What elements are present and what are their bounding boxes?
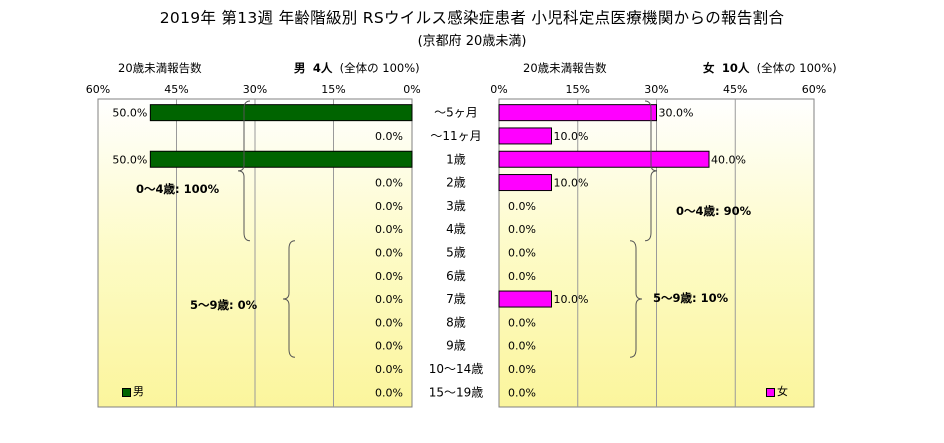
- female-count: 10人: [721, 61, 750, 75]
- male-group-brace: [282, 240, 296, 358]
- female-data-label: 10.0%: [554, 130, 589, 143]
- category-label: 5歳: [446, 245, 466, 259]
- category-label: 1歳: [446, 152, 466, 166]
- female-data-label: 0.0%: [508, 270, 536, 283]
- male-legend-swatch: [122, 387, 131, 397]
- category-label: 3歳: [446, 199, 466, 213]
- female-summary: 女 10人 (全体の 100%): [703, 60, 837, 76]
- female-tick-label: 15%: [566, 83, 590, 96]
- male-count-label: 20歳未満報告数: [118, 61, 202, 75]
- male-legend-label: 男: [133, 385, 144, 398]
- male-legend: 男: [122, 383, 144, 399]
- female-bar: [498, 104, 657, 122]
- male-tick-label: 15%: [321, 83, 345, 96]
- male-data-label: 0.0%: [375, 363, 403, 376]
- male-data-label: 50.0%: [112, 107, 147, 120]
- category-label: 15～19歳: [429, 385, 484, 399]
- female-bar: [498, 290, 552, 308]
- male-data-label: 0.0%: [375, 200, 403, 213]
- male-data-label: 0.0%: [375, 316, 403, 329]
- female-group-note: 0～4歳: 90%: [676, 204, 752, 218]
- male-bar: [149, 104, 413, 122]
- female-legend: 女: [766, 383, 788, 399]
- category-label: 9歳: [446, 339, 466, 353]
- female-data-label: 0.0%: [508, 200, 536, 213]
- female-data-label: 10.0%: [554, 293, 589, 306]
- female-data-label: 30.0%: [659, 107, 694, 120]
- male-data-label: 0.0%: [375, 246, 403, 259]
- category-label: 7歳: [446, 292, 466, 306]
- male-data-label: 0.0%: [375, 270, 403, 283]
- category-label: 6歳: [446, 269, 466, 283]
- female-data-label: 0.0%: [508, 223, 536, 236]
- chart-subtitle: (京都府 20歳未満): [417, 34, 527, 49]
- male-share: (全体の 100%): [339, 61, 420, 75]
- female-data-label: 10.0%: [554, 177, 589, 190]
- female-bar: [498, 174, 552, 192]
- male-data-label: 0.0%: [375, 177, 403, 190]
- male-data-label: 0.0%: [375, 386, 403, 399]
- female-data-label: 0.0%: [508, 363, 536, 376]
- female-bar: [498, 127, 552, 145]
- female-share: (全体の 100%): [756, 61, 837, 75]
- category-label: ～11ヶ月: [430, 129, 481, 143]
- female-legend-swatch: [766, 387, 775, 397]
- female-group-note: 5～9歳: 10%: [653, 291, 729, 305]
- male-group-note: 0～4歳: 100%: [136, 182, 220, 196]
- female-data-label: 40.0%: [711, 153, 746, 166]
- female-legend-label: 女: [777, 385, 788, 398]
- category-label: 4歳: [446, 222, 466, 236]
- category-label: ～5ヶ月: [434, 106, 478, 120]
- female-data-label: 0.0%: [508, 386, 536, 399]
- male-tick-label: 60%: [86, 83, 110, 96]
- female-data-label: 0.0%: [508, 246, 536, 259]
- male-data-label: 0.0%: [375, 223, 403, 236]
- category-label: 10～14歳: [429, 362, 484, 376]
- category-label: 2歳: [446, 176, 466, 190]
- male-data-label: 50.0%: [112, 153, 147, 166]
- male-count: 4人: [312, 61, 333, 75]
- chart-title: 2019年 第13週 年齢階級別 RSウイルス感染症患者 小児科定点医療機関から…: [159, 9, 785, 27]
- male-tick-label: 45%: [164, 83, 188, 96]
- male-summary: 男 4人 (全体の 100%): [294, 60, 420, 76]
- female-tick-label: 0%: [490, 83, 507, 96]
- female-data-label: 0.0%: [508, 316, 536, 329]
- male-gender-label: 男: [294, 61, 306, 75]
- female-group-brace: [629, 240, 643, 358]
- female-gender-label: 女: [703, 61, 715, 75]
- male-tick-label: 0%: [403, 83, 420, 96]
- female-tick-label: 30%: [644, 83, 668, 96]
- male-tick-label: 30%: [243, 83, 267, 96]
- category-label: 8歳: [446, 315, 466, 329]
- female-tick-label: 60%: [802, 83, 826, 96]
- male-group-brace: [237, 100, 251, 242]
- male-data-label: 0.0%: [375, 293, 403, 306]
- female-bar: [498, 150, 710, 168]
- female-data-label: 0.0%: [508, 340, 536, 353]
- male-group-note: 5～9歳: 0%: [190, 298, 258, 312]
- male-bar: [149, 150, 413, 168]
- female-tick-label: 45%: [723, 83, 747, 96]
- female-count-label: 20歳未満報告数: [523, 61, 607, 75]
- male-data-label: 0.0%: [375, 130, 403, 143]
- male-data-label: 0.0%: [375, 340, 403, 353]
- female-group-brace: [644, 100, 658, 242]
